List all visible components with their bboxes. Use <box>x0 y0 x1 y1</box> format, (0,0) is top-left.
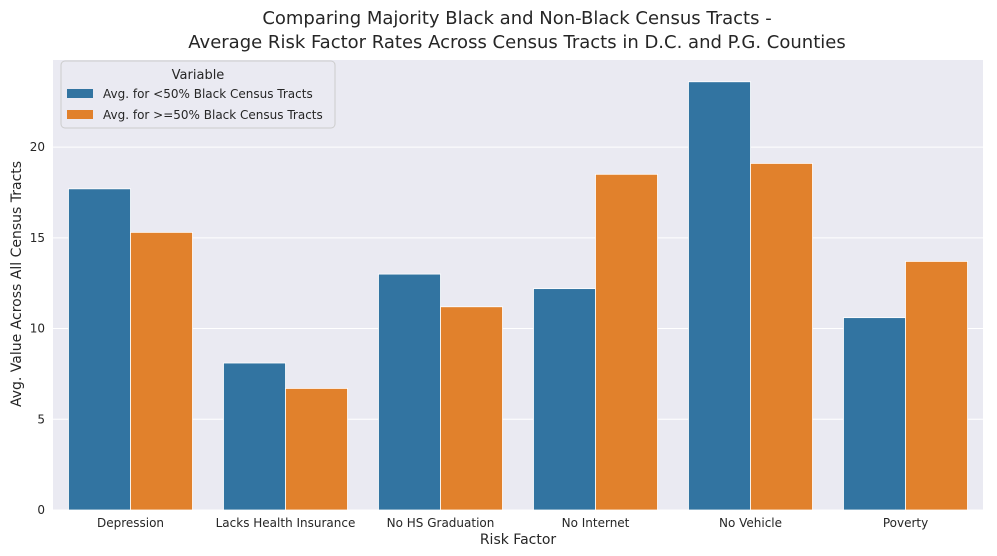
bar-poverty-series-1 <box>843 317 906 511</box>
bar-depression-series-2 <box>130 231 193 511</box>
bar-poverty-series-2 <box>905 261 968 511</box>
bar-no-vehicle-series-1 <box>688 81 751 511</box>
x-tick-label: No Vehicle <box>719 516 782 530</box>
y-tick-label: 10 <box>30 322 45 336</box>
x-tick-labels: Depression Lacks Health Insurance No HS Gr… <box>97 516 928 530</box>
chart-title-line-1: Comparing Majority Black and Non-Black C… <box>262 8 771 29</box>
legend-title: Variable <box>172 68 225 83</box>
y-tick-label: 5 <box>37 412 45 426</box>
bar-lacks-health-insurance-series-2 <box>285 388 348 511</box>
bar-no-hs-graduation-series-2 <box>440 306 503 511</box>
x-tick-label: No Internet <box>562 516 630 530</box>
plot-area <box>53 60 983 510</box>
legend-label-series-1: Avg. for <50% Black Census Tracts <box>103 87 313 101</box>
legend-box <box>60 60 336 129</box>
legend: Variable Avg. for <50% Black Census Trac… <box>60 60 336 129</box>
y-tick-label: 15 <box>30 231 45 245</box>
chart-title-line-2: Average Risk Factor Rates Across Census … <box>188 32 845 53</box>
y-tick-label: 20 <box>30 140 45 154</box>
x-axis-label: Risk Factor <box>480 532 557 548</box>
x-tick-label: Lacks Health Insurance <box>216 516 356 530</box>
y-axis-label: Avg. Value Across All Census Tracts <box>9 161 25 407</box>
x-tick-label: Depression <box>97 516 164 530</box>
bar-depression-series-1 <box>68 188 131 511</box>
y-tick-label: 0 <box>37 503 45 517</box>
bar-no-vehicle-series-2 <box>750 163 813 511</box>
y-tick-labels: 0 5 10 15 20 <box>30 140 45 517</box>
x-tick-label: No HS Graduation <box>387 516 495 530</box>
x-tick-label: Poverty <box>883 516 928 530</box>
legend-label-series-2: Avg. for >=50% Black Census Tracts <box>103 108 323 122</box>
legend-swatch-series-1 <box>67 89 93 98</box>
bar-lacks-health-insurance-series-1 <box>223 362 286 511</box>
bar-no-internet-series-1 <box>533 288 596 511</box>
bar-no-hs-graduation-series-1 <box>378 273 441 511</box>
gridlines <box>53 146 983 511</box>
bar-no-internet-series-2 <box>595 173 658 511</box>
bars <box>68 81 968 511</box>
legend-swatch-series-2 <box>67 110 93 119</box>
